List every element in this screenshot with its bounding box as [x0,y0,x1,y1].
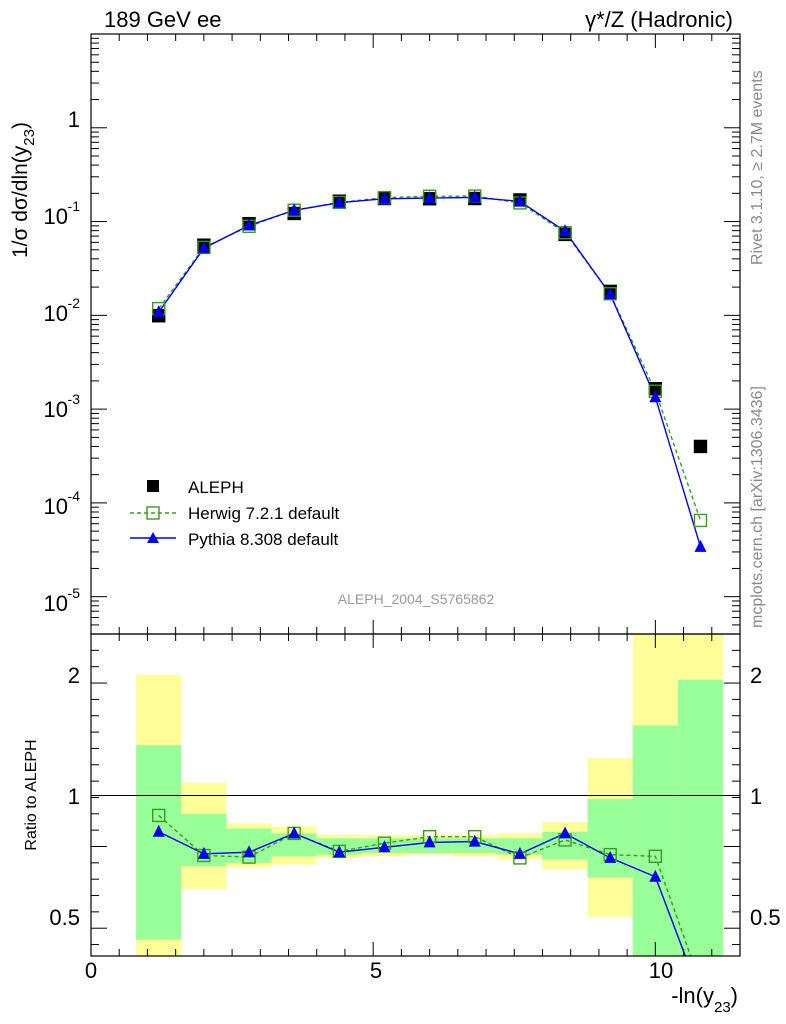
herwig-ratio-point [152,808,166,823]
ratio-ytick-2-right: 2 [750,663,762,688]
ratio-y-tick-labels: 2 1 0.5 2 1 0.5 [49,663,780,930]
ytick-label-0.01: 10 [44,301,68,326]
pythia-ratio-point [378,840,391,853]
ratio-band-inner [677,679,724,956]
legend-aleph-label: ALEPH [188,478,244,497]
ytick-label-1e-5: 10 [44,591,68,616]
pythia-ratio-point [243,845,256,858]
main-y-tick-labels: 1 10 -1 10 -2 10 -3 10 -4 10 -5 [44,107,81,616]
pythia-ratio-point [513,846,526,859]
main-y-axis-label: 1/σ dσ/dln(y23) [9,122,38,258]
herwig-ratio-point [648,849,663,863]
ytick-exponent-0.01: -2 [68,295,81,311]
rivet-version-label: Rivet 3.1.10, ≥ 2.7M events [749,70,766,265]
legend-herwig-label: Herwig 7.2.1 default [188,504,339,523]
pythia-ratio-point [649,869,662,882]
ratio-band-inner [136,745,182,940]
xtick-10: 10 [649,958,673,983]
pythia-ratio-point [333,845,346,858]
pythia-point [694,539,707,552]
herwig-point [693,513,708,528]
ratio-ytick-1-right: 1 [750,784,762,809]
mcplots-label: mcplots.cern.ch [arXiv:1306.3436] [749,386,766,628]
pythia-point [559,224,572,237]
analysis-label: ALEPH_2004_S5765862 [338,591,495,607]
ytick-label-0.001: 10 [44,397,68,422]
pythia-point [468,190,481,203]
ratio-ytick-0.5-left: 0.5 [49,905,80,930]
ytick-label-0.1: 10 [44,204,68,229]
axis-ticks [90,33,740,956]
ratio-band-inner [587,799,633,878]
pythia-ratio-point [559,826,572,839]
legend: ALEPH Herwig 7.2.1 default Pythia 8.308 … [130,478,339,549]
pythia-ratio-point [288,826,301,839]
x-axis-label: -ln(y23) [671,983,738,1016]
ytick-label-1e-4: 10 [44,494,68,519]
ytick-exponent-1e-5: -5 [68,585,81,601]
ratio-panel-frame [90,633,741,957]
pythia-ratio-point [152,824,165,837]
ratio-bands [136,634,724,956]
ratio-ytick-0.5-right: 0.5 [750,905,781,930]
ytick-exponent-0.001: -3 [68,391,81,407]
pythia-point [288,203,301,216]
xtick-5: 5 [370,958,382,983]
pythia-point [243,218,256,231]
pythia-ratio-point [197,846,210,859]
pythia-point [197,241,210,254]
ratio-ytick-1-left: 1 [68,784,80,809]
ytick-exponent-1e-4: -4 [68,488,81,504]
title-right: γ*/Z (Hadronic) [585,7,733,32]
pythia-point [513,194,526,207]
legend-pythia-marker [147,532,159,543]
legend-pythia-label: Pythia 8.308 default [188,530,339,549]
pythia-point [604,287,617,300]
ytick-exponent-0.1: -1 [68,198,81,214]
legend-herwig-marker [146,506,160,520]
main-series [152,189,708,552]
legend-aleph-marker [147,480,159,492]
ytick-label-1: 1 [68,107,80,132]
aleph-point [693,439,708,454]
pythia-point [378,191,391,204]
pythia-point [649,390,662,403]
ratio-y-axis-label: Ratio to ALEPH [23,739,40,850]
title-left: 189 GeV ee [104,7,221,32]
herwig-line [158,195,702,521]
pythia-point [333,195,346,208]
ratio-ytick-2-left: 2 [68,663,80,688]
pythia-ratio-point [423,835,436,848]
ratio-series [152,808,692,956]
pythia-ratio-point [604,850,617,863]
x-tick-labels: 0 5 10 [85,958,673,983]
xtick-0: 0 [85,958,97,983]
pythia-point [152,305,165,318]
pythia-ratio-point [468,834,481,847]
pythia-point [423,191,436,204]
